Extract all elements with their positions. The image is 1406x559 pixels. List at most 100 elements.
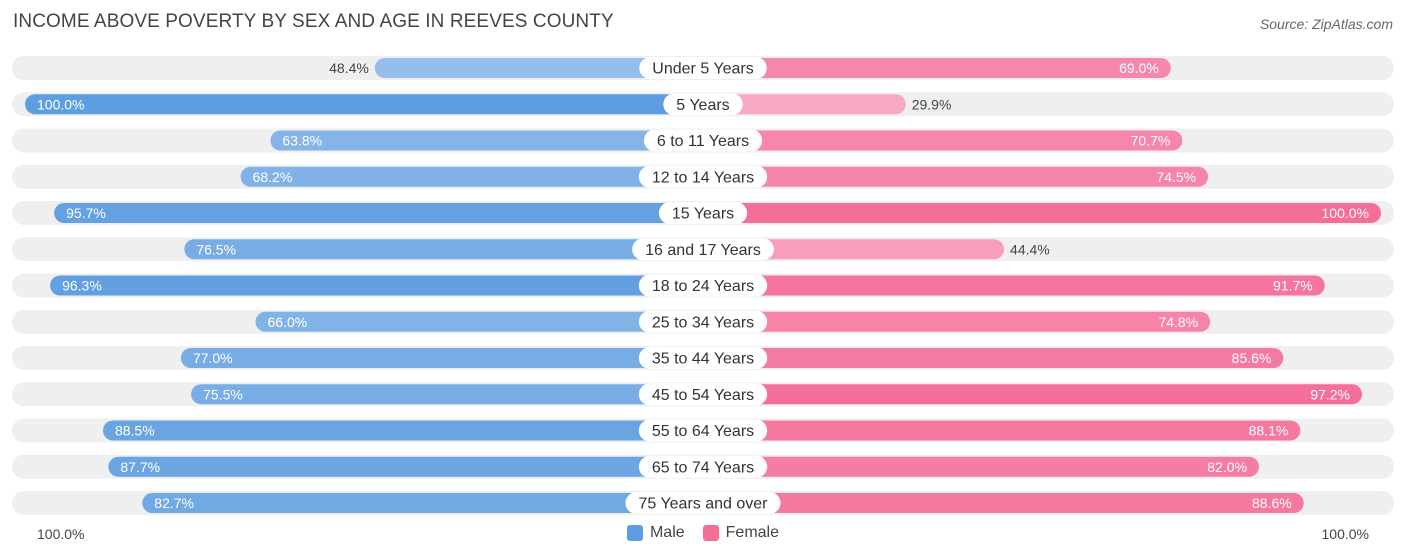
axis-right-label: 100.0% [1321, 526, 1369, 542]
bar-male[interactable] [184, 239, 703, 260]
category-label: 5 Years [676, 97, 729, 114]
category-pill [658, 202, 748, 224]
value-label-female: 85.6% [1232, 350, 1272, 366]
bar-female[interactable] [703, 384, 1363, 405]
category-label: 18 to 24 Years [652, 278, 754, 295]
bar-male[interactable] [102, 420, 704, 441]
value-label-female: 88.6% [1252, 495, 1292, 511]
category-pill [663, 93, 743, 116]
value-label-female: 70.7% [1131, 133, 1171, 149]
row-4: 95.7% 100.0% 15 Years [12, 201, 1394, 225]
category-pill [638, 310, 768, 333]
value-label-male: 87.7% [120, 459, 160, 475]
value-label-male: 77.0% [193, 350, 233, 366]
value-label-male: 88.5% [115, 423, 155, 439]
value-label-male: 100.0% [37, 96, 84, 112]
value-label-female: 100.0% [1322, 205, 1369, 221]
value-label-female: 69.0% [1119, 60, 1159, 76]
chart-source: Source: ZipAtlas.com [1259, 16, 1393, 32]
category-label: 25 to 34 Years [652, 314, 754, 331]
bar-female[interactable] [703, 58, 1171, 78]
category-pill [625, 492, 781, 514]
bar-male[interactable] [25, 94, 703, 115]
chart-title: INCOME ABOVE POVERTY BY SEX AND AGE IN R… [13, 11, 614, 32]
category-label: 65 to 74 Years [652, 459, 754, 476]
bar-male[interactable] [191, 384, 704, 405]
category-pill [643, 129, 763, 152]
legend-item-male[interactable]: Male [626, 524, 685, 542]
bar-female[interactable] [703, 311, 1211, 332]
category-pill [632, 238, 774, 261]
value-label-female: 88.1% [1249, 423, 1289, 439]
bar-female[interactable] [703, 275, 1325, 296]
value-label-male: 95.7% [66, 205, 106, 221]
value-label-male: 48.4% [329, 60, 369, 76]
bar-female[interactable] [703, 130, 1183, 151]
row-6: 96.3% 91.7% 18 to 24 Years [12, 273, 1394, 298]
legend: Male Female [0, 524, 1406, 542]
bar-female[interactable] [703, 420, 1301, 441]
category-pill [638, 419, 768, 442]
legend-label-female: Female [725, 524, 780, 541]
value-label-female: 91.7% [1273, 278, 1313, 294]
value-label-female: 29.9% [912, 96, 952, 112]
legend-item-female[interactable]: Female [702, 524, 780, 542]
value-label-male: 68.2% [253, 169, 293, 185]
row-10: 88.5% 88.1% 55 to 64 Years [12, 418, 1394, 443]
category-pill [638, 165, 768, 188]
legend-swatch-male [626, 525, 643, 541]
category-label: 45 to 54 Years [652, 387, 754, 404]
category-label: 15 Years [672, 206, 734, 223]
bar-female[interactable] [703, 94, 906, 115]
bar-female[interactable] [703, 348, 1284, 368]
bar-male[interactable] [255, 311, 703, 332]
bar-female[interactable] [703, 239, 1005, 260]
bar-female[interactable] [703, 493, 1304, 513]
row-3: 68.2% 74.5% 12 to 14 Years [12, 164, 1394, 189]
category-label: 16 and 17 Years [645, 242, 761, 259]
category-label: 12 to 14 Years [652, 169, 754, 186]
bar-male[interactable] [270, 130, 703, 151]
category-label: 75 Years and over [639, 496, 769, 513]
legend-label-male: Male [649, 524, 685, 541]
value-label-female: 44.4% [1010, 241, 1050, 257]
category-pill [638, 383, 768, 406]
value-label-female: 74.5% [1156, 169, 1196, 185]
value-label-male: 63.8% [282, 133, 322, 149]
bar-male[interactable] [240, 166, 703, 187]
value-label-male: 96.3% [62, 278, 102, 294]
row-9: 75.5% 97.2% 45 to 54 Years [12, 382, 1394, 407]
category-pill [639, 57, 767, 79]
value-label-female: 97.2% [1310, 386, 1350, 402]
bar-male[interactable] [50, 275, 703, 296]
row-5: 76.5% 44.4% 16 and 17 Years [12, 237, 1394, 262]
bar-male[interactable] [180, 348, 703, 368]
value-label-female: 82.0% [1207, 459, 1247, 475]
category-label: Under 5 Years [652, 61, 753, 78]
bar-male[interactable] [142, 493, 703, 513]
category-label: 55 to 64 Years [652, 423, 754, 440]
bar-female[interactable] [703, 456, 1259, 477]
value-label-male: 75.5% [203, 386, 243, 402]
legend-swatch-female [702, 525, 719, 541]
row-12: 82.7% 88.6% 75 Years and over [12, 491, 1394, 515]
bar-female[interactable] [703, 203, 1381, 223]
value-label-male: 66.0% [268, 314, 308, 330]
value-label-female: 74.8% [1158, 314, 1198, 330]
bar-female[interactable] [703, 166, 1209, 187]
row-7: 66.0% 74.8% 25 to 34 Years [12, 309, 1394, 334]
row-1: 100.0% 29.9% 5 Years [12, 92, 1394, 117]
category-label: 6 to 11 Years [657, 133, 749, 150]
row-2: 63.8% 70.7% 6 to 11 Years [12, 128, 1394, 153]
bar-male[interactable] [54, 203, 704, 223]
axis-left-label: 100.0% [37, 526, 85, 542]
bar-male[interactable] [374, 58, 703, 78]
bar-chart: 48.4% 69.0% Under 5 Years 100.0% 29.9% 5 Year… [12, 56, 1394, 515]
category-pill [638, 274, 768, 297]
row-11: 87.7% 82.0% 65 to 74 Years [12, 454, 1394, 479]
value-label-male: 82.7% [154, 495, 194, 511]
bar-male[interactable] [108, 456, 704, 477]
category-label: 35 to 44 Years [652, 351, 754, 368]
row-8: 77.0% 85.6% 35 to 44 Years [12, 346, 1394, 370]
value-label-male: 76.5% [196, 241, 236, 257]
